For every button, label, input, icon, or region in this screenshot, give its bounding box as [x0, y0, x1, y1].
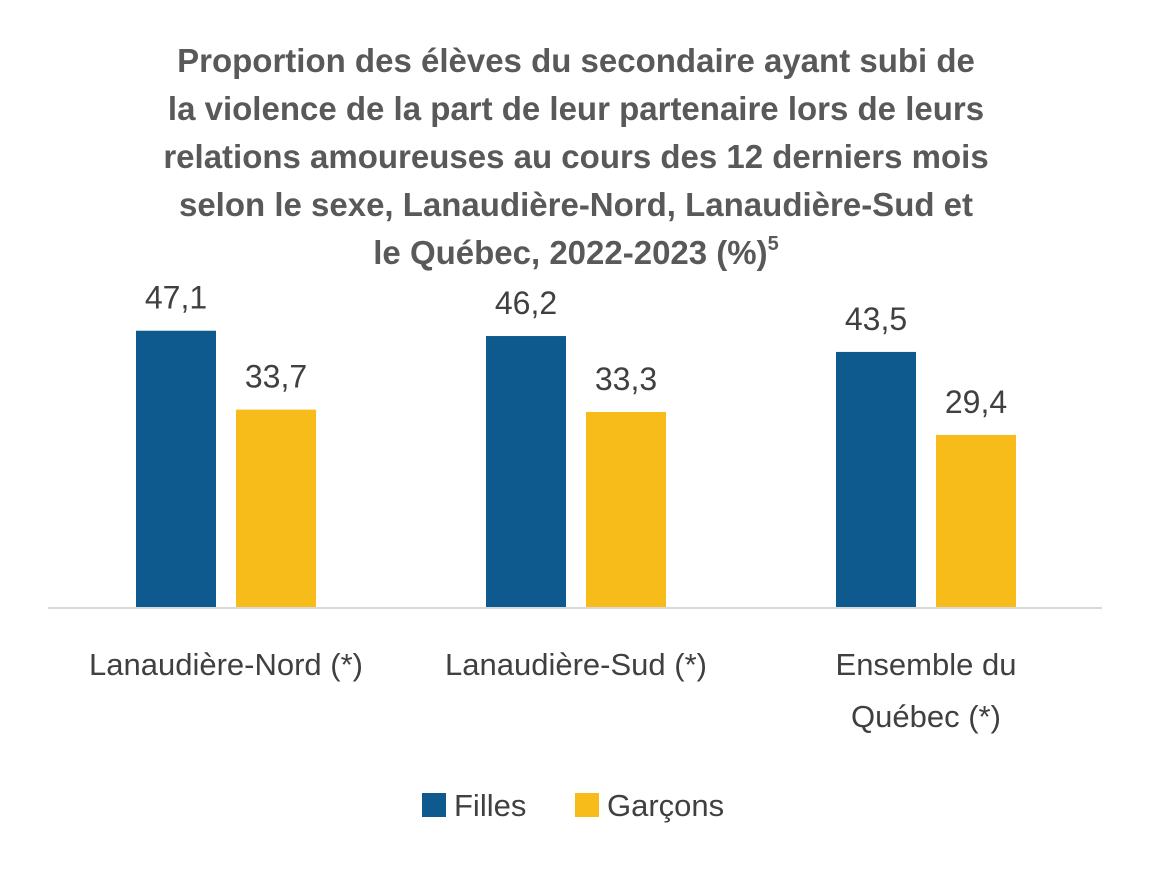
category-label: Québec (*) — [851, 699, 1001, 734]
legend-label: Filles — [454, 788, 526, 823]
chart-title-line: Proportion des élèves du secondaire ayan… — [177, 42, 975, 79]
data-label: 33,3 — [595, 361, 657, 397]
data-labels: 47,1 46,2 43,5 33,7 33,3 29,4 — [145, 280, 1007, 420]
legend-swatch — [422, 793, 446, 817]
category-label: Lanaudière-Nord (*) — [89, 647, 363, 682]
title-footnote-marker: 5 — [768, 233, 779, 255]
legend-label: Garçons — [607, 788, 724, 823]
chart-title-line: la violence de la part de leur partenair… — [168, 90, 984, 127]
data-label: 43,5 — [845, 301, 907, 337]
legend-swatch — [575, 793, 599, 817]
category-label: Ensemble du — [836, 647, 1017, 682]
chart-title-line: relations amoureuses au cours des 12 der… — [163, 138, 988, 175]
bar-filles-2 — [836, 351, 916, 608]
bar-filles-1 — [486, 336, 566, 608]
bar-gar-ons-0 — [236, 409, 316, 608]
bars — [136, 330, 1016, 608]
category-label: Lanaudière-Sud (*) — [445, 647, 707, 682]
data-label: 47,1 — [145, 280, 207, 316]
chart-title-line: le Québec, 2022-2023 (%)5 — [373, 233, 779, 271]
bar-gar-ons-2 — [936, 434, 1016, 608]
data-label: 29,4 — [945, 384, 1007, 420]
data-label: 33,7 — [245, 359, 307, 395]
chart-title-line: selon le sexe, Lanaudière-Nord, Lanaudiè… — [179, 186, 973, 223]
chart-title: Proportion des élèves du secondaire ayan… — [163, 42, 988, 271]
category-labels: Lanaudière-Nord (*) Lanaudière-Sud (*) Ens… — [89, 647, 1016, 734]
legend: Filles Garçons — [422, 788, 724, 823]
bar-gar-ons-1 — [586, 411, 666, 608]
bar-filles-0 — [136, 330, 216, 608]
data-label: 46,2 — [495, 285, 557, 321]
